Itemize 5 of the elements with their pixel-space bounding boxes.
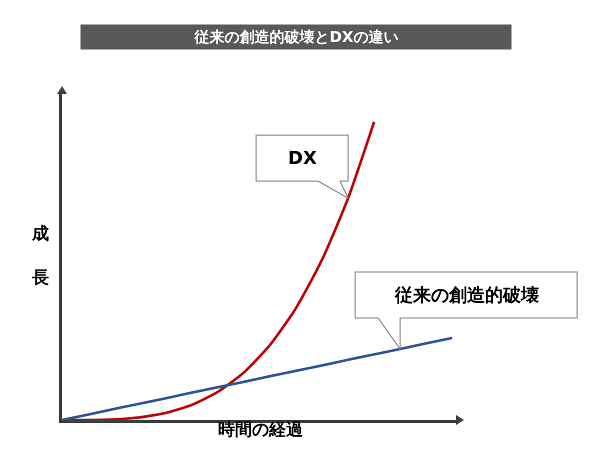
text: DX	[288, 148, 317, 169]
text: 従来の創造的破壊	[394, 285, 539, 306]
x-axis-title: 時間の経過	[218, 420, 303, 440]
text: 成長	[32, 224, 49, 288]
chart-title: 従来の創造的破壊とDXの違い	[193, 28, 399, 46]
